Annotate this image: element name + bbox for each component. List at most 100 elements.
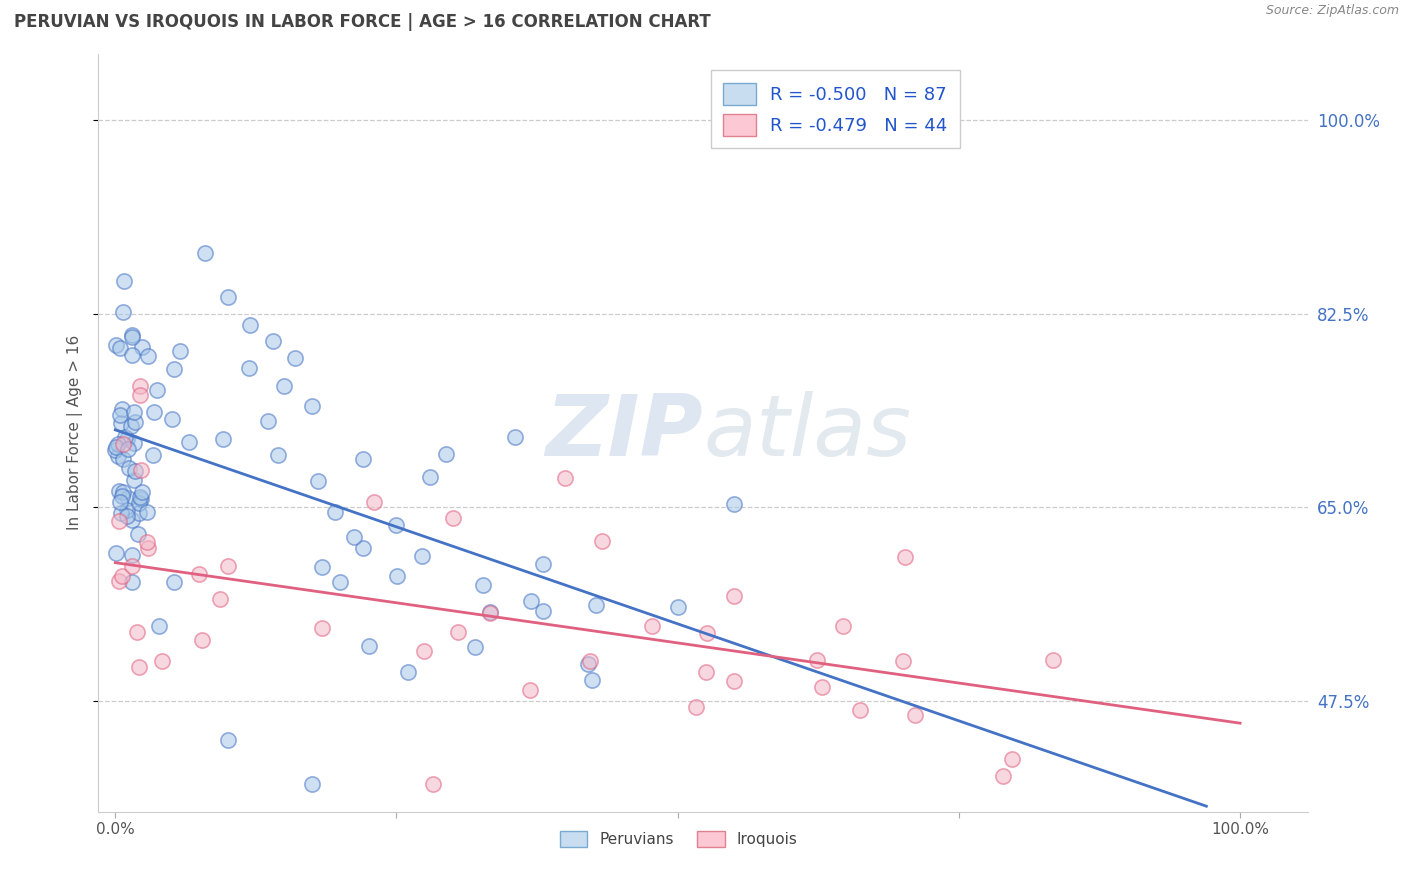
Point [307, 475, 329, 489]
Point [127, 527, 149, 541]
Y-axis label: In Labor Force | Age > 16: In Labor Force | Age > 16 [67, 335, 83, 530]
Point [585, 599, 607, 613]
Point [110, 506, 132, 520]
Point [208, 591, 231, 606]
Point [115, 502, 138, 516]
Point [128, 378, 150, 392]
Point [131, 340, 153, 354]
Point [267, 448, 290, 462]
Point [359, 639, 381, 653]
Point [464, 640, 486, 654]
Point [554, 471, 576, 485]
Point [127, 624, 149, 639]
Point [124, 464, 146, 478]
Point [131, 492, 153, 507]
Point [107, 574, 129, 588]
Point [129, 463, 152, 477]
Point [352, 541, 374, 555]
Point [121, 327, 143, 342]
Point [163, 574, 186, 589]
Point [121, 574, 143, 589]
Point [148, 619, 170, 633]
Point [121, 348, 143, 362]
Point [284, 351, 307, 365]
Point [120, 419, 142, 434]
Point [121, 549, 143, 563]
Point [238, 361, 260, 376]
Point [128, 660, 150, 674]
Point [519, 683, 541, 698]
Point [122, 405, 145, 419]
Point [311, 621, 333, 635]
Point [163, 362, 186, 376]
Point [108, 495, 131, 509]
Point [128, 506, 150, 520]
Point [108, 341, 131, 355]
Point [262, 334, 284, 349]
Point [894, 549, 917, 564]
Point [991, 769, 1014, 783]
Point [666, 599, 689, 614]
Point [111, 451, 134, 466]
Point [434, 447, 457, 461]
Point [194, 245, 217, 260]
Point [142, 405, 165, 419]
Point [832, 619, 855, 633]
Point [422, 777, 444, 791]
Point [142, 448, 165, 462]
Point [108, 514, 131, 528]
Point [1042, 653, 1064, 667]
Point [696, 626, 718, 640]
Point [160, 411, 183, 425]
Text: PERUVIAN VS IROQUOIS IN LABOR FORCE | AGE > 16 CORRELATION CHART: PERUVIAN VS IROQUOIS IN LABOR FORCE | AG… [14, 13, 711, 31]
Point [695, 665, 717, 680]
Point [121, 558, 143, 573]
Text: atlas: atlas [703, 391, 911, 475]
Point [591, 534, 613, 549]
Point [179, 435, 201, 450]
Point [115, 433, 138, 447]
Point [343, 530, 366, 544]
Point [1001, 752, 1024, 766]
Point [135, 505, 157, 519]
Point [217, 558, 239, 573]
Point [124, 415, 146, 429]
Point [124, 436, 146, 450]
Point [301, 399, 323, 413]
Point [105, 440, 128, 454]
Point [849, 703, 872, 717]
Point [533, 603, 555, 617]
Point [128, 490, 150, 504]
Point [138, 541, 160, 555]
Point [131, 485, 153, 500]
Point [723, 589, 745, 603]
Point [105, 338, 128, 352]
Point [685, 700, 707, 714]
Point [411, 549, 433, 563]
Point [117, 442, 139, 456]
Point [301, 777, 323, 791]
Point [104, 546, 127, 560]
Point [311, 560, 333, 574]
Point [136, 534, 159, 549]
Point [117, 491, 139, 505]
Point [256, 414, 278, 428]
Text: Source: ZipAtlas.com: Source: ZipAtlas.com [1265, 4, 1399, 18]
Point [112, 305, 135, 319]
Point [122, 473, 145, 487]
Point [891, 654, 914, 668]
Point [581, 673, 603, 688]
Point [811, 681, 834, 695]
Point [472, 578, 495, 592]
Point [323, 505, 346, 519]
Point [104, 442, 127, 457]
Point [352, 452, 374, 467]
Point [110, 416, 132, 430]
Point [441, 510, 464, 524]
Point [107, 449, 129, 463]
Point [114, 430, 136, 444]
Point [531, 557, 554, 571]
Point [723, 674, 745, 689]
Point [239, 318, 262, 332]
Point [520, 593, 543, 607]
